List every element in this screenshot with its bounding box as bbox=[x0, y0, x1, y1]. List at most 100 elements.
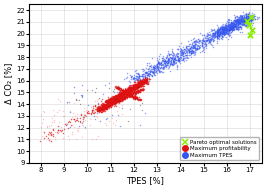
Point bbox=[165, 57, 170, 60]
Point bbox=[103, 108, 107, 111]
Point bbox=[122, 91, 126, 94]
Point bbox=[231, 25, 235, 28]
Point bbox=[223, 30, 228, 33]
Point bbox=[134, 84, 138, 88]
Point bbox=[161, 65, 165, 68]
Point bbox=[236, 21, 240, 24]
Point bbox=[243, 19, 247, 22]
Point bbox=[237, 19, 241, 22]
Point bbox=[120, 92, 124, 95]
Point bbox=[163, 58, 167, 61]
Point bbox=[128, 88, 133, 91]
Point bbox=[139, 83, 143, 86]
Point bbox=[116, 94, 120, 97]
Point bbox=[121, 88, 125, 91]
Point bbox=[130, 88, 134, 91]
Point bbox=[129, 88, 133, 91]
Point bbox=[203, 41, 207, 44]
Point bbox=[129, 94, 133, 97]
Point bbox=[140, 87, 144, 90]
Point bbox=[236, 26, 240, 29]
Point bbox=[133, 86, 137, 89]
Point bbox=[142, 81, 146, 84]
Point bbox=[96, 109, 100, 112]
Point bbox=[184, 55, 188, 58]
Point bbox=[143, 77, 148, 80]
Point bbox=[223, 27, 228, 30]
Point bbox=[152, 66, 156, 69]
Point bbox=[183, 48, 187, 51]
Point bbox=[186, 50, 191, 53]
Point bbox=[118, 124, 122, 127]
Point bbox=[103, 105, 107, 108]
Point bbox=[99, 110, 103, 113]
Point bbox=[140, 80, 144, 83]
Point bbox=[129, 74, 133, 77]
Point bbox=[183, 53, 187, 57]
Point bbox=[102, 107, 106, 110]
Point bbox=[113, 101, 117, 104]
Point bbox=[134, 85, 138, 88]
Point bbox=[234, 20, 238, 23]
Point bbox=[137, 90, 141, 93]
Point bbox=[124, 91, 128, 94]
Point bbox=[225, 28, 229, 31]
Point bbox=[192, 50, 197, 53]
Point bbox=[133, 84, 137, 87]
Point bbox=[108, 100, 112, 103]
Point bbox=[123, 92, 128, 95]
Point bbox=[175, 54, 179, 57]
Point bbox=[231, 21, 236, 24]
Point bbox=[141, 81, 145, 84]
Point bbox=[120, 100, 124, 103]
Point bbox=[119, 94, 123, 97]
Point bbox=[230, 28, 235, 31]
Point bbox=[139, 80, 143, 83]
Point bbox=[182, 47, 187, 50]
Point bbox=[112, 96, 116, 99]
Point bbox=[225, 29, 229, 32]
Point bbox=[128, 95, 132, 98]
Point bbox=[243, 22, 247, 25]
Point bbox=[218, 31, 222, 34]
Point bbox=[129, 86, 133, 89]
Point bbox=[116, 98, 120, 101]
Point bbox=[222, 29, 226, 32]
Point bbox=[234, 19, 238, 22]
Point bbox=[65, 101, 69, 104]
Point bbox=[179, 48, 184, 51]
Point bbox=[131, 85, 135, 88]
Point bbox=[139, 81, 143, 84]
Point bbox=[142, 80, 146, 83]
Point bbox=[116, 94, 120, 97]
Point bbox=[211, 34, 216, 37]
Point bbox=[122, 91, 126, 94]
Point bbox=[95, 106, 99, 109]
Point bbox=[216, 28, 221, 31]
Point bbox=[107, 98, 111, 101]
Point bbox=[169, 56, 173, 59]
Point bbox=[118, 91, 122, 94]
Point bbox=[138, 81, 142, 84]
Point bbox=[184, 46, 188, 49]
Point bbox=[116, 87, 120, 90]
Point bbox=[242, 19, 246, 22]
Point bbox=[99, 108, 103, 111]
Point bbox=[245, 15, 250, 19]
Point bbox=[110, 100, 114, 103]
Point bbox=[136, 84, 140, 88]
Point bbox=[244, 12, 248, 15]
Point bbox=[224, 23, 228, 26]
Point bbox=[151, 67, 155, 70]
Point bbox=[102, 103, 106, 106]
Point bbox=[222, 25, 226, 28]
Point bbox=[67, 120, 72, 123]
Point bbox=[247, 13, 251, 16]
Point bbox=[78, 120, 82, 123]
Point bbox=[122, 94, 126, 97]
Point bbox=[164, 63, 168, 66]
Point bbox=[99, 106, 103, 109]
Point bbox=[131, 85, 136, 88]
Point bbox=[147, 78, 151, 81]
Point bbox=[241, 19, 245, 22]
